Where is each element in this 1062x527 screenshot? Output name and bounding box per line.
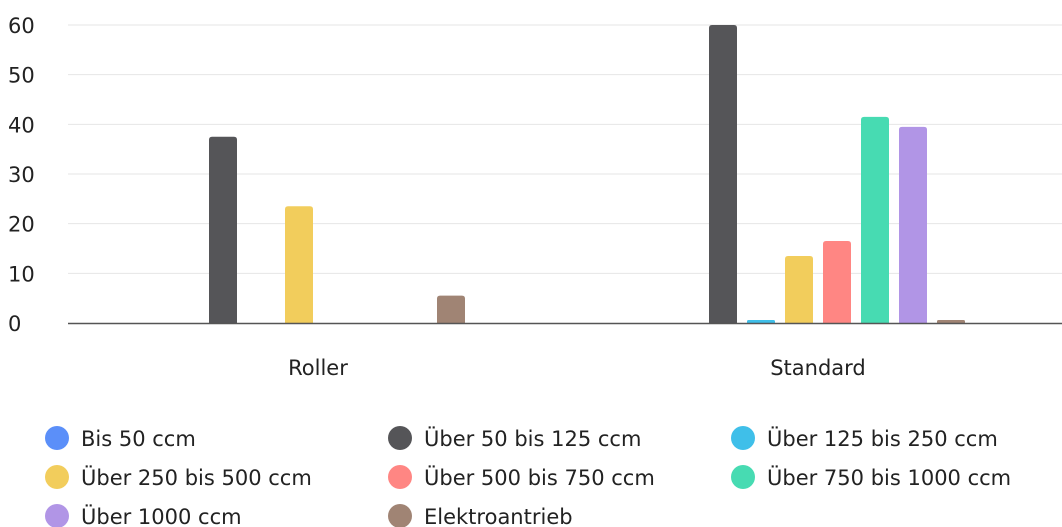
y-tick-label: 20 xyxy=(8,213,35,237)
legend: Bis 50 ccm Über 50 bis 125 ccm Über 125 bi… xyxy=(45,426,1011,527)
y-axis-tick-labels: 0 10 20 30 40 50 60 xyxy=(8,14,35,336)
bar-standard-series-2 xyxy=(747,320,775,323)
legend-item[interactable]: Über 50 bis 125 ccm xyxy=(388,426,641,451)
y-tick-label: 40 xyxy=(8,113,35,137)
y-tick-label: 50 xyxy=(8,64,35,88)
legend-swatch xyxy=(731,426,755,450)
legend-label: Über 1000 ccm xyxy=(81,504,242,527)
bar-standard-series-5 xyxy=(861,116,889,323)
legend-item[interactable]: Über 500 bis 750 ccm xyxy=(388,465,655,490)
legend-label: Über 250 bis 500 ccm xyxy=(81,465,312,490)
bar-standard-series-3 xyxy=(785,255,813,323)
bar-roller-series-3 xyxy=(285,206,313,323)
legend-label: Über 500 bis 750 ccm xyxy=(424,465,655,490)
legend-label: Elektroantrieb xyxy=(424,505,573,527)
legend-item[interactable]: Über 250 bis 500 ccm xyxy=(45,465,312,490)
y-tick-label: 0 xyxy=(8,312,21,336)
legend-item[interactable]: Elektroantrieb xyxy=(388,504,573,527)
legend-label: Über 750 bis 1000 ccm xyxy=(767,465,1011,490)
legend-swatch xyxy=(388,426,412,450)
y-tick-label: 60 xyxy=(8,14,35,38)
bar-standard-series-1 xyxy=(709,25,737,323)
legend-label: Über 50 bis 125 ccm xyxy=(424,426,641,451)
bar-standard-series-7 xyxy=(937,320,965,323)
bar-standard-series-4 xyxy=(823,241,851,323)
x-axis-category-labels: Roller Standard xyxy=(288,356,866,380)
y-tick-label: 30 xyxy=(8,163,35,187)
legend-swatch xyxy=(45,504,69,527)
legend-swatch xyxy=(731,465,755,489)
category-label-roller: Roller xyxy=(288,356,348,380)
legend-swatch xyxy=(388,504,412,527)
legend-swatch xyxy=(45,426,69,450)
bar-roller-series-1 xyxy=(209,136,237,323)
legend-swatch xyxy=(45,465,69,489)
category-label-standard: Standard xyxy=(770,356,866,380)
legend-label: Bis 50 ccm xyxy=(81,427,196,451)
legend-item[interactable]: Über 1000 ccm xyxy=(45,504,242,527)
y-tick-label: 10 xyxy=(8,262,35,286)
legend-item[interactable]: Über 750 bis 1000 ccm xyxy=(731,465,1011,490)
legend-item[interactable]: Über 125 bis 250 ccm xyxy=(731,426,998,451)
legend-swatch xyxy=(388,465,412,489)
legend-label: Über 125 bis 250 ccm xyxy=(767,426,998,451)
legend-item[interactable]: Bis 50 ccm xyxy=(45,426,196,451)
bar-standard-series-6 xyxy=(899,126,927,323)
bar-roller-series-7 xyxy=(437,295,465,323)
bars xyxy=(209,25,965,323)
